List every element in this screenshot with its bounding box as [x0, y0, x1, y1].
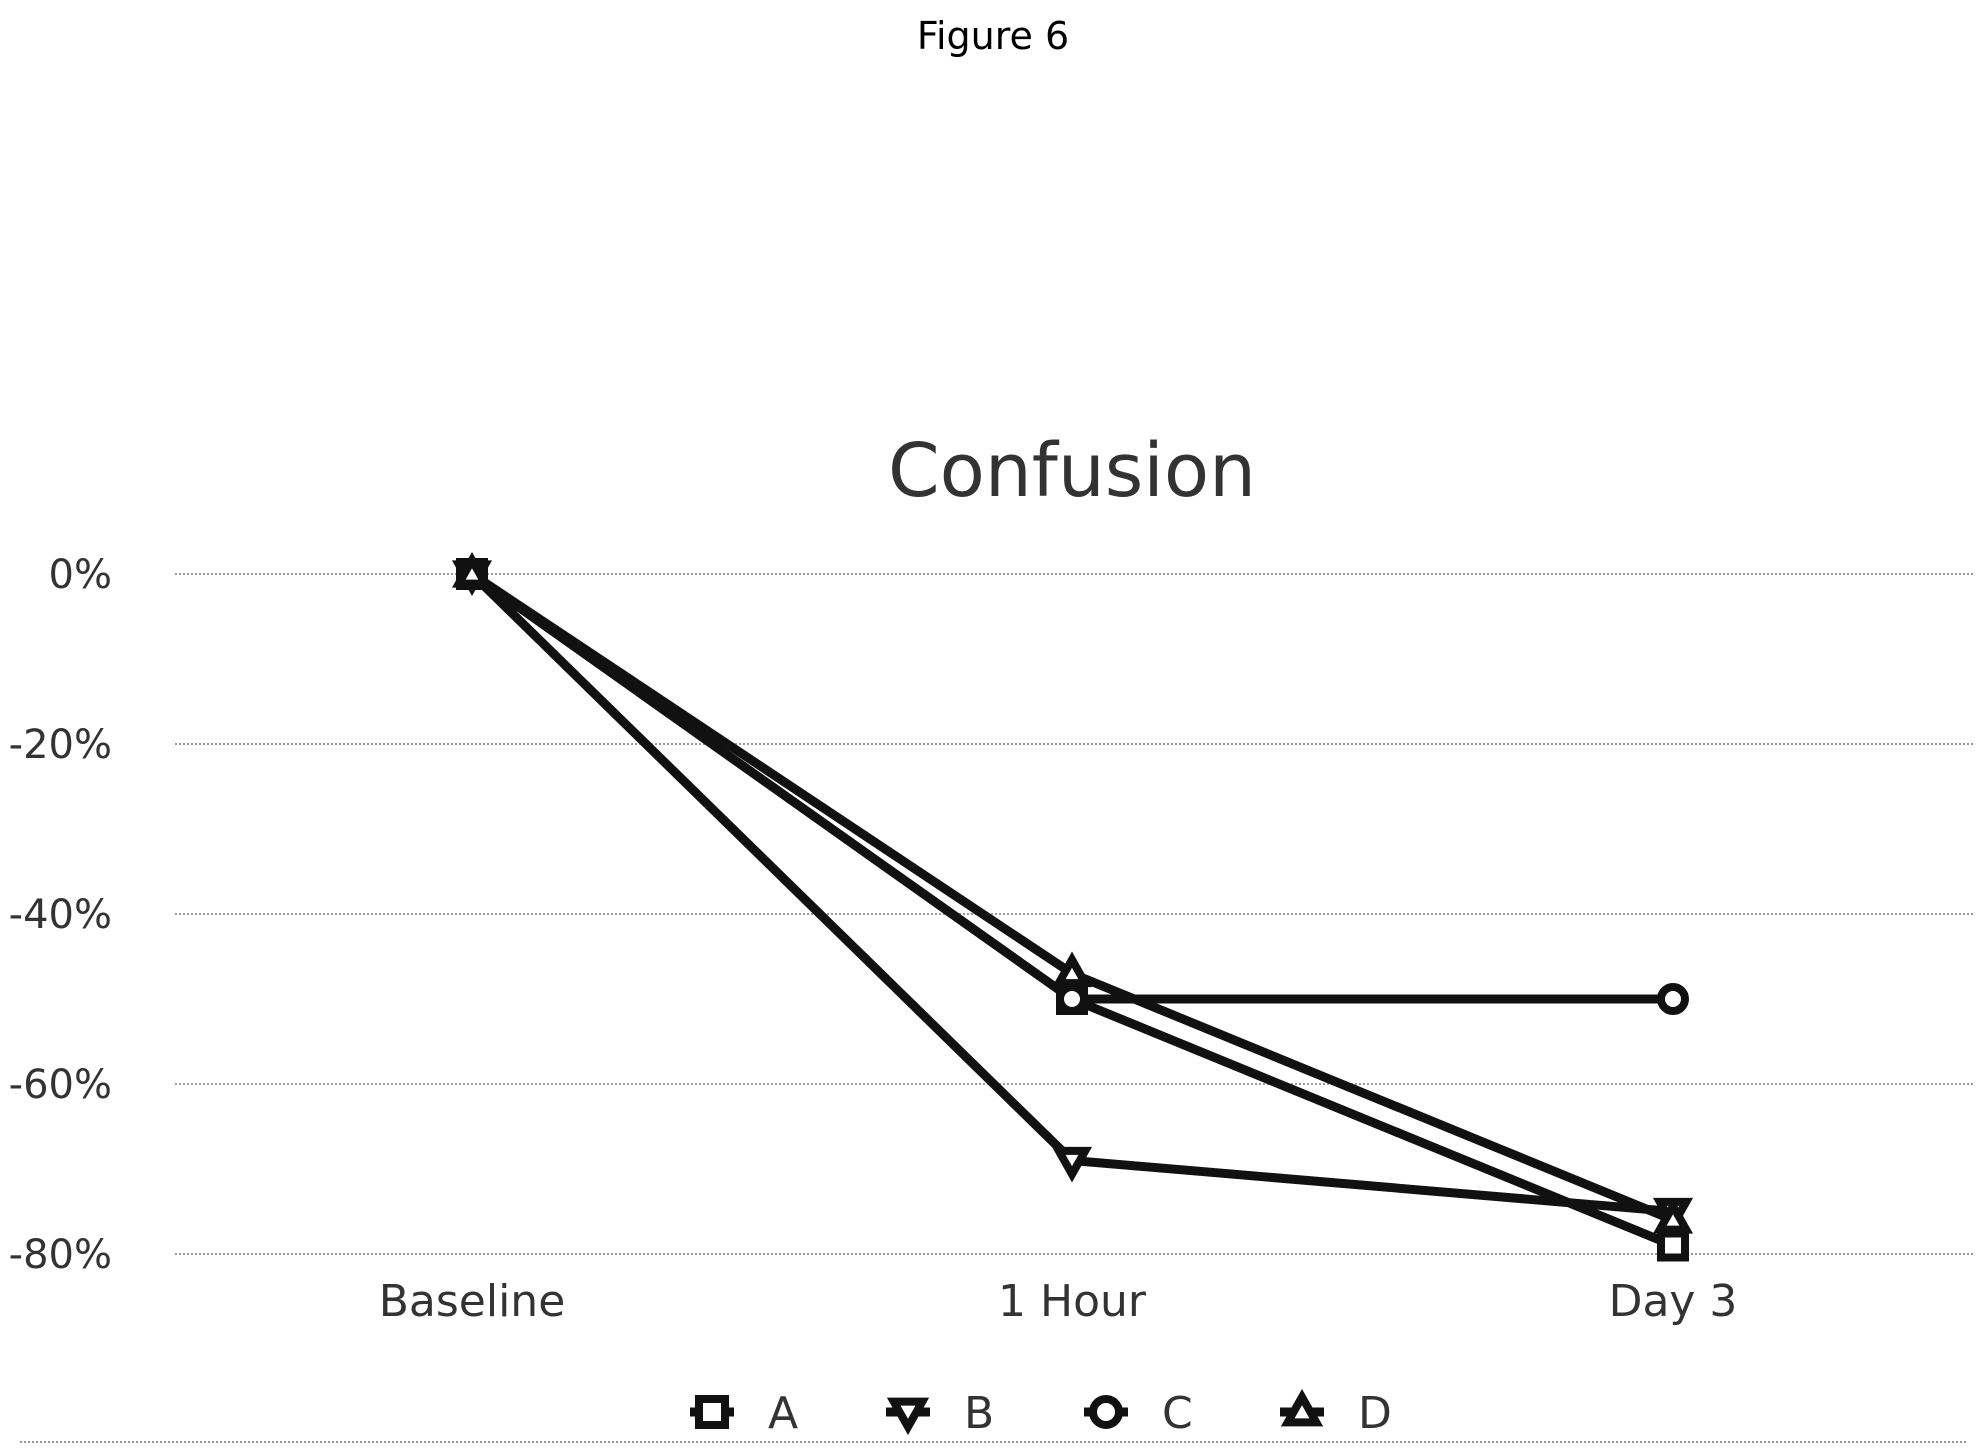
x-axis-ticks: Baseline 1 Hour Day 3 — [379, 1276, 1738, 1327]
legend-item-c: C — [1084, 1388, 1193, 1439]
legend-marker-triangle-up — [1280, 1388, 1324, 1427]
data-point-b — [1051, 1146, 1093, 1183]
series-line-d — [469, 570, 1675, 1225]
x-tick-label: Baseline — [379, 1276, 566, 1327]
y-tick-label: -20% — [9, 722, 112, 768]
legend-label: D — [1358, 1388, 1392, 1439]
series-line-c — [469, 570, 1673, 1004]
data-point-c — [1056, 983, 1088, 1015]
legend-marker-square — [695, 1395, 729, 1429]
data-point-d — [1652, 1198, 1694, 1234]
legend-label: B — [964, 1388, 994, 1439]
y-tick-label: -40% — [9, 892, 112, 938]
series-line-b — [468, 570, 1674, 1216]
y-tick-label: 0% — [49, 552, 112, 598]
y-tick-label: -60% — [9, 1062, 112, 1108]
y-tick-label: -80% — [9, 1232, 112, 1278]
legend-item-a: A — [690, 1388, 798, 1439]
legend-marker-circle — [1089, 1395, 1123, 1429]
data-point-d — [451, 552, 493, 588]
x-tick-label: 1 Hour — [998, 1276, 1147, 1327]
legend: A B C D — [690, 1388, 1392, 1439]
figure-label: Figure 6 — [916, 14, 1070, 58]
legend-label: A — [768, 1388, 798, 1439]
data-point-a — [1657, 1229, 1689, 1262]
series-d — [451, 552, 1694, 1234]
legend-item-b: B — [886, 1388, 994, 1439]
chart-title: Confusion — [888, 428, 1256, 514]
series-c — [456, 558, 1689, 1015]
y-axis-ticks: 0% -20% -40% -60% -80% — [9, 552, 112, 1278]
data-point-d — [1051, 951, 1093, 988]
x-tick-label: Day 3 — [1609, 1276, 1738, 1327]
series-b — [451, 560, 1694, 1234]
legend-marker-triangle-down — [886, 1397, 930, 1436]
legend-item-d: D — [1280, 1388, 1392, 1439]
series-layer — [451, 552, 1694, 1262]
data-point-c — [1657, 983, 1689, 1015]
legend-label: C — [1162, 1388, 1193, 1439]
